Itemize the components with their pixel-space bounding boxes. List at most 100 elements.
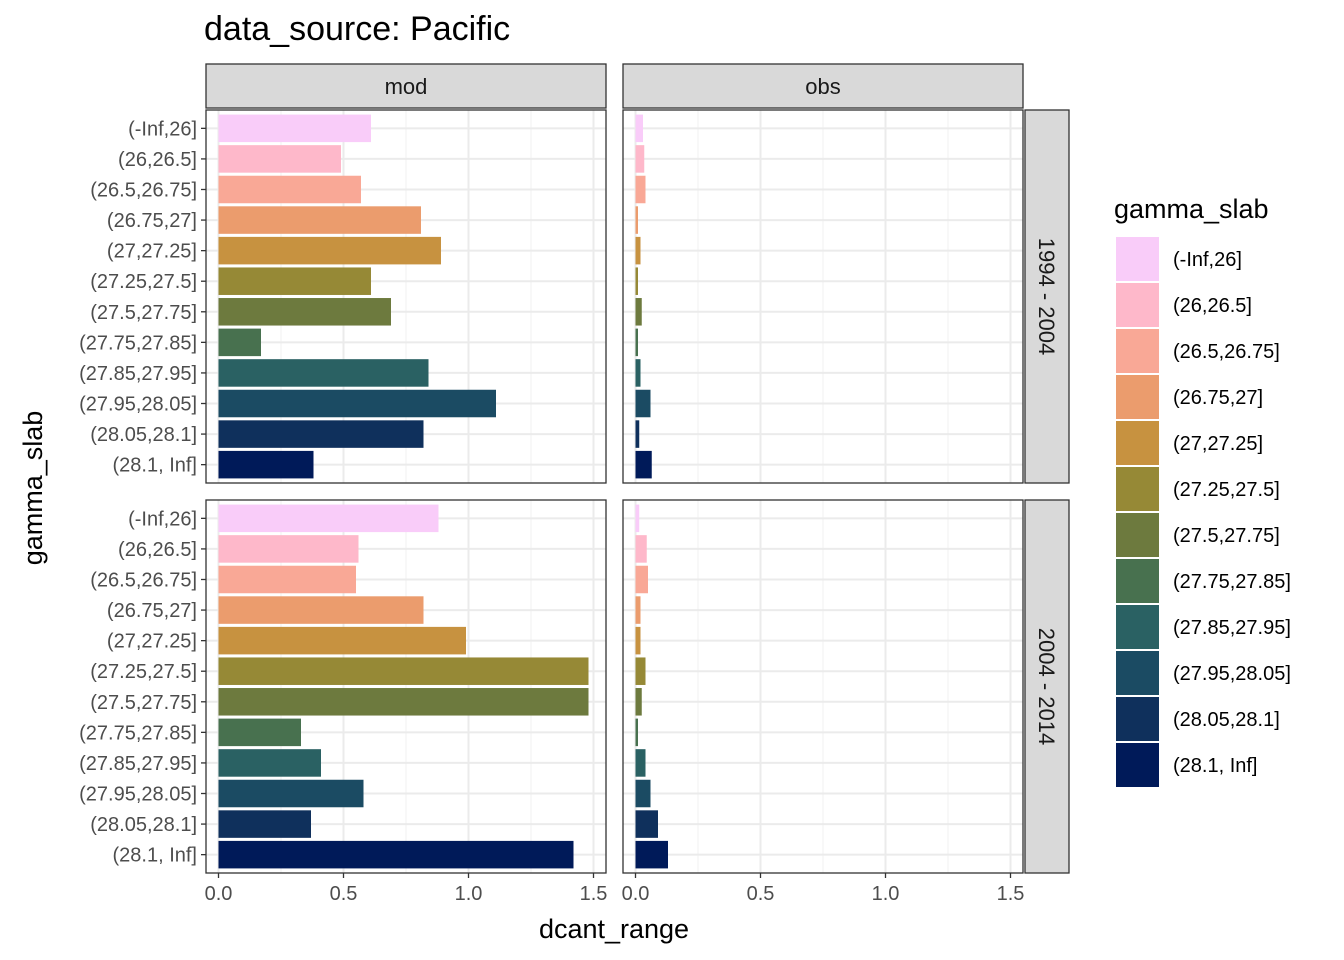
x-tick-label: 1.5 <box>580 883 608 905</box>
bar <box>635 175 646 204</box>
legend-label: (27.95,28.05] <box>1173 663 1291 685</box>
y-tick-label: (27.75,27.85] <box>79 332 197 354</box>
bar <box>635 504 640 533</box>
column-strip-label: obs <box>805 74 840 99</box>
bar <box>635 688 642 716</box>
y-tick-label: (26.5,26.75] <box>90 179 197 201</box>
y-tick-label: (27.25,27.5] <box>90 661 197 683</box>
y-tick-label: (28.05,28.1] <box>90 424 197 446</box>
y-tick-label: (26.75,27] <box>107 600 197 622</box>
legend-key <box>1116 513 1159 557</box>
bar <box>635 206 638 234</box>
bar <box>218 298 391 326</box>
bar <box>635 718 638 747</box>
panel-obs-1: 0.0 0.5 1.0 1.5 <box>622 499 1025 905</box>
panel-mod-0: (-Inf,26] (26,26.5] (26.5,26.75] (26.75,27]… <box>79 109 607 484</box>
bar <box>635 535 647 563</box>
panel-border <box>205 109 607 484</box>
panel-border <box>622 109 1024 484</box>
bar <box>635 298 642 326</box>
bar <box>635 596 641 624</box>
bar <box>218 175 361 204</box>
bar <box>218 359 429 387</box>
panel-mod-1: (-Inf,26] (26,26.5] (26.5,26.75] (26.75,27]… <box>79 499 608 905</box>
legend-label: (28.05,28.1] <box>1173 709 1280 731</box>
bar <box>218 810 311 838</box>
panel-border <box>205 499 607 874</box>
legend-key <box>1116 743 1159 787</box>
bar <box>635 810 658 838</box>
column-strip-obs <box>622 63 1024 109</box>
legend-label: (27.75,27.85] <box>1173 571 1291 593</box>
legend-label: (28.1, Inf] <box>1173 755 1258 777</box>
bar <box>635 389 651 418</box>
bar <box>635 236 641 265</box>
panel-border <box>622 499 1024 874</box>
y-tick-label: (27.85,27.95] <box>79 363 197 385</box>
bar <box>218 565 356 594</box>
bar <box>218 236 441 265</box>
bar <box>218 450 314 479</box>
bar <box>635 450 652 479</box>
column-strip-label: mod <box>385 74 428 99</box>
bar <box>635 145 645 173</box>
legend-key <box>1116 421 1159 465</box>
legend-label: (26.5,26.75] <box>1173 341 1280 363</box>
bar <box>218 626 466 655</box>
legend-label: (27.25,27.5] <box>1173 479 1280 501</box>
bar <box>635 420 640 448</box>
panels-layer: mod obs 1994 - 2004 2004 - 2014 (-Inf,26] (26… <box>79 63 1070 905</box>
row-strip-1 <box>1024 499 1070 874</box>
y-tick-label: (27,27.25] <box>107 631 197 653</box>
bar <box>218 420 424 448</box>
bar <box>218 389 496 418</box>
bar <box>635 267 638 295</box>
bar <box>218 504 439 533</box>
bar <box>218 328 261 357</box>
legend-key <box>1116 237 1159 281</box>
bar <box>218 718 301 747</box>
row-strip-0 <box>1024 109 1070 484</box>
bar <box>635 328 638 357</box>
y-tick-label: (27.95,28.05] <box>79 784 197 806</box>
x-tick-label: 1.0 <box>872 883 900 905</box>
bar <box>218 749 321 777</box>
y-tick-label: (28.05,28.1] <box>90 814 197 836</box>
bar <box>218 535 359 563</box>
legend-key <box>1116 375 1159 419</box>
bar <box>218 206 421 234</box>
x-tick-label: 1.5 <box>997 883 1025 905</box>
legend-title: gamma_slab <box>1114 194 1269 224</box>
bar <box>635 749 646 777</box>
x-tick-label: 0.0 <box>622 883 650 905</box>
bar <box>218 596 424 624</box>
y-tick-label: (27.95,28.05] <box>79 394 197 416</box>
row-strip-label: 1994 - 2004 <box>1034 238 1059 355</box>
y-tick-label: (-Inf,26] <box>128 508 197 530</box>
bar <box>218 267 371 295</box>
x-tick-label: 0.5 <box>330 883 358 905</box>
x-axis-title: dcant_range <box>539 914 689 944</box>
x-tick-label: 0.0 <box>205 883 233 905</box>
y-tick-label: (28.1, Inf] <box>113 845 198 867</box>
legend-label: (27.85,27.95] <box>1173 617 1291 639</box>
legend-key <box>1116 697 1159 741</box>
bar <box>635 359 641 387</box>
y-tick-label: (26,26.5] <box>118 539 197 561</box>
legend-label: (26,26.5] <box>1173 295 1252 317</box>
chart-title: data_source: Pacific <box>204 10 510 48</box>
y-tick-label: (26,26.5] <box>118 149 197 171</box>
bar <box>218 114 371 143</box>
y-tick-label: (26.75,27] <box>107 210 197 232</box>
x-tick-label: 1.0 <box>455 883 483 905</box>
bar <box>218 840 574 869</box>
bar <box>635 840 668 869</box>
bar <box>635 657 646 685</box>
panel-obs-0 <box>622 109 1024 484</box>
y-tick-label: (27.85,27.95] <box>79 753 197 775</box>
legend-key <box>1116 605 1159 649</box>
bar <box>218 688 589 716</box>
bar <box>635 565 648 594</box>
y-axis-title: gamma_slab <box>18 411 48 566</box>
